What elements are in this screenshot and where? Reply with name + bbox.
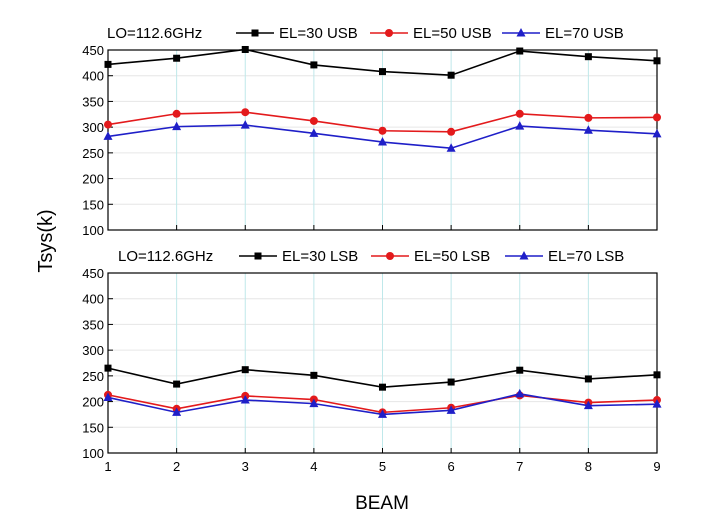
y-tick-label: 250 [82, 146, 104, 161]
legend-label: EL=30 USB [279, 25, 358, 42]
x-tick-label: 9 [653, 459, 660, 474]
y-tick-label: 150 [82, 420, 104, 435]
y-tick-label: 100 [82, 223, 104, 238]
data-point [172, 407, 182, 416]
data-point [653, 371, 661, 379]
data-point [378, 126, 387, 135]
data-point [241, 366, 249, 374]
x-tick-label: 6 [448, 459, 455, 474]
data-point [103, 131, 113, 140]
data-point [378, 137, 387, 146]
data-point [240, 395, 250, 404]
data-point [652, 128, 662, 138]
data-point [446, 143, 456, 152]
data-point [310, 61, 318, 69]
data-point [515, 109, 524, 118]
legend-marker [519, 251, 529, 260]
y-tick-label: 400 [82, 69, 104, 84]
x-tick-label: 3 [242, 459, 249, 474]
legend-label: EL=50 USB [413, 25, 492, 42]
data-point [516, 366, 524, 374]
data-point [173, 54, 181, 62]
data-point [378, 409, 387, 418]
y-tick-label: 300 [82, 343, 104, 358]
y-tick-label: 350 [82, 317, 104, 332]
data-point [104, 60, 112, 68]
y-tick-label: 400 [82, 292, 104, 307]
legend-label: EL=70 LSB [548, 248, 624, 265]
data-point [447, 71, 455, 79]
y-tick-label: 300 [82, 120, 104, 135]
data-point [173, 380, 181, 388]
data-point [379, 68, 386, 76]
x-tick-label: 4 [310, 459, 317, 474]
data-point [104, 364, 112, 372]
data-point [583, 125, 593, 134]
data-point [515, 121, 525, 130]
x-tick-label: 2 [173, 459, 180, 474]
data-point [584, 53, 592, 61]
x-tick-label: 7 [516, 459, 523, 474]
legend-marker [254, 252, 262, 260]
data-point [446, 405, 456, 414]
data-point [447, 127, 456, 136]
data-point [172, 121, 182, 131]
y-tick-label: 100 [82, 446, 104, 461]
data-point [241, 108, 250, 117]
data-point [241, 45, 249, 53]
data-point [583, 400, 593, 410]
legend-marker [385, 29, 393, 37]
x-tick-label: 1 [104, 459, 111, 474]
data-point [240, 120, 250, 129]
y-tick-label: 250 [82, 369, 104, 384]
data-point [310, 371, 318, 379]
legend-label: EL=50 LSB [414, 248, 490, 265]
x-tick-label: 8 [585, 459, 592, 474]
data-point [309, 116, 318, 125]
y-tick-label: 450 [82, 266, 104, 281]
data-point [515, 388, 525, 398]
y-tick-label: 450 [82, 43, 104, 58]
data-point [516, 47, 524, 55]
data-point [309, 398, 319, 408]
x-axis-label: BEAM [355, 493, 409, 514]
chart-annotation: LO=112.6GHz [118, 248, 213, 265]
y-tick-label: 200 [82, 172, 104, 187]
data-point [653, 57, 661, 65]
legend-marker [386, 252, 394, 260]
legend-label: EL=70 USB [545, 25, 624, 42]
y-tick-label: 350 [82, 94, 104, 109]
data-point [584, 375, 592, 383]
data-point [447, 378, 455, 386]
data-point [653, 113, 661, 122]
y-tick-label: 150 [82, 197, 104, 212]
data-point [103, 392, 113, 401]
legend-marker [251, 29, 259, 37]
data-point [584, 113, 593, 122]
x-tick-label: 5 [379, 459, 386, 474]
data-point [379, 383, 386, 391]
legend-marker [516, 28, 526, 37]
data-point [104, 120, 112, 129]
data-point [172, 109, 181, 118]
y-tick-label: 200 [82, 395, 104, 410]
chart-annotation: LO=112.6GHz [107, 25, 202, 42]
y-axis-label: Tsys(k) [35, 209, 57, 272]
data-point [652, 399, 662, 408]
data-point [309, 128, 319, 137]
panel-lsb: 100 150 200 250 300 350 400 450 1 2 3 4 5 6 7 8 9 LO=112.… [82, 248, 662, 474]
legend-label: EL=30 LSB [282, 248, 358, 265]
